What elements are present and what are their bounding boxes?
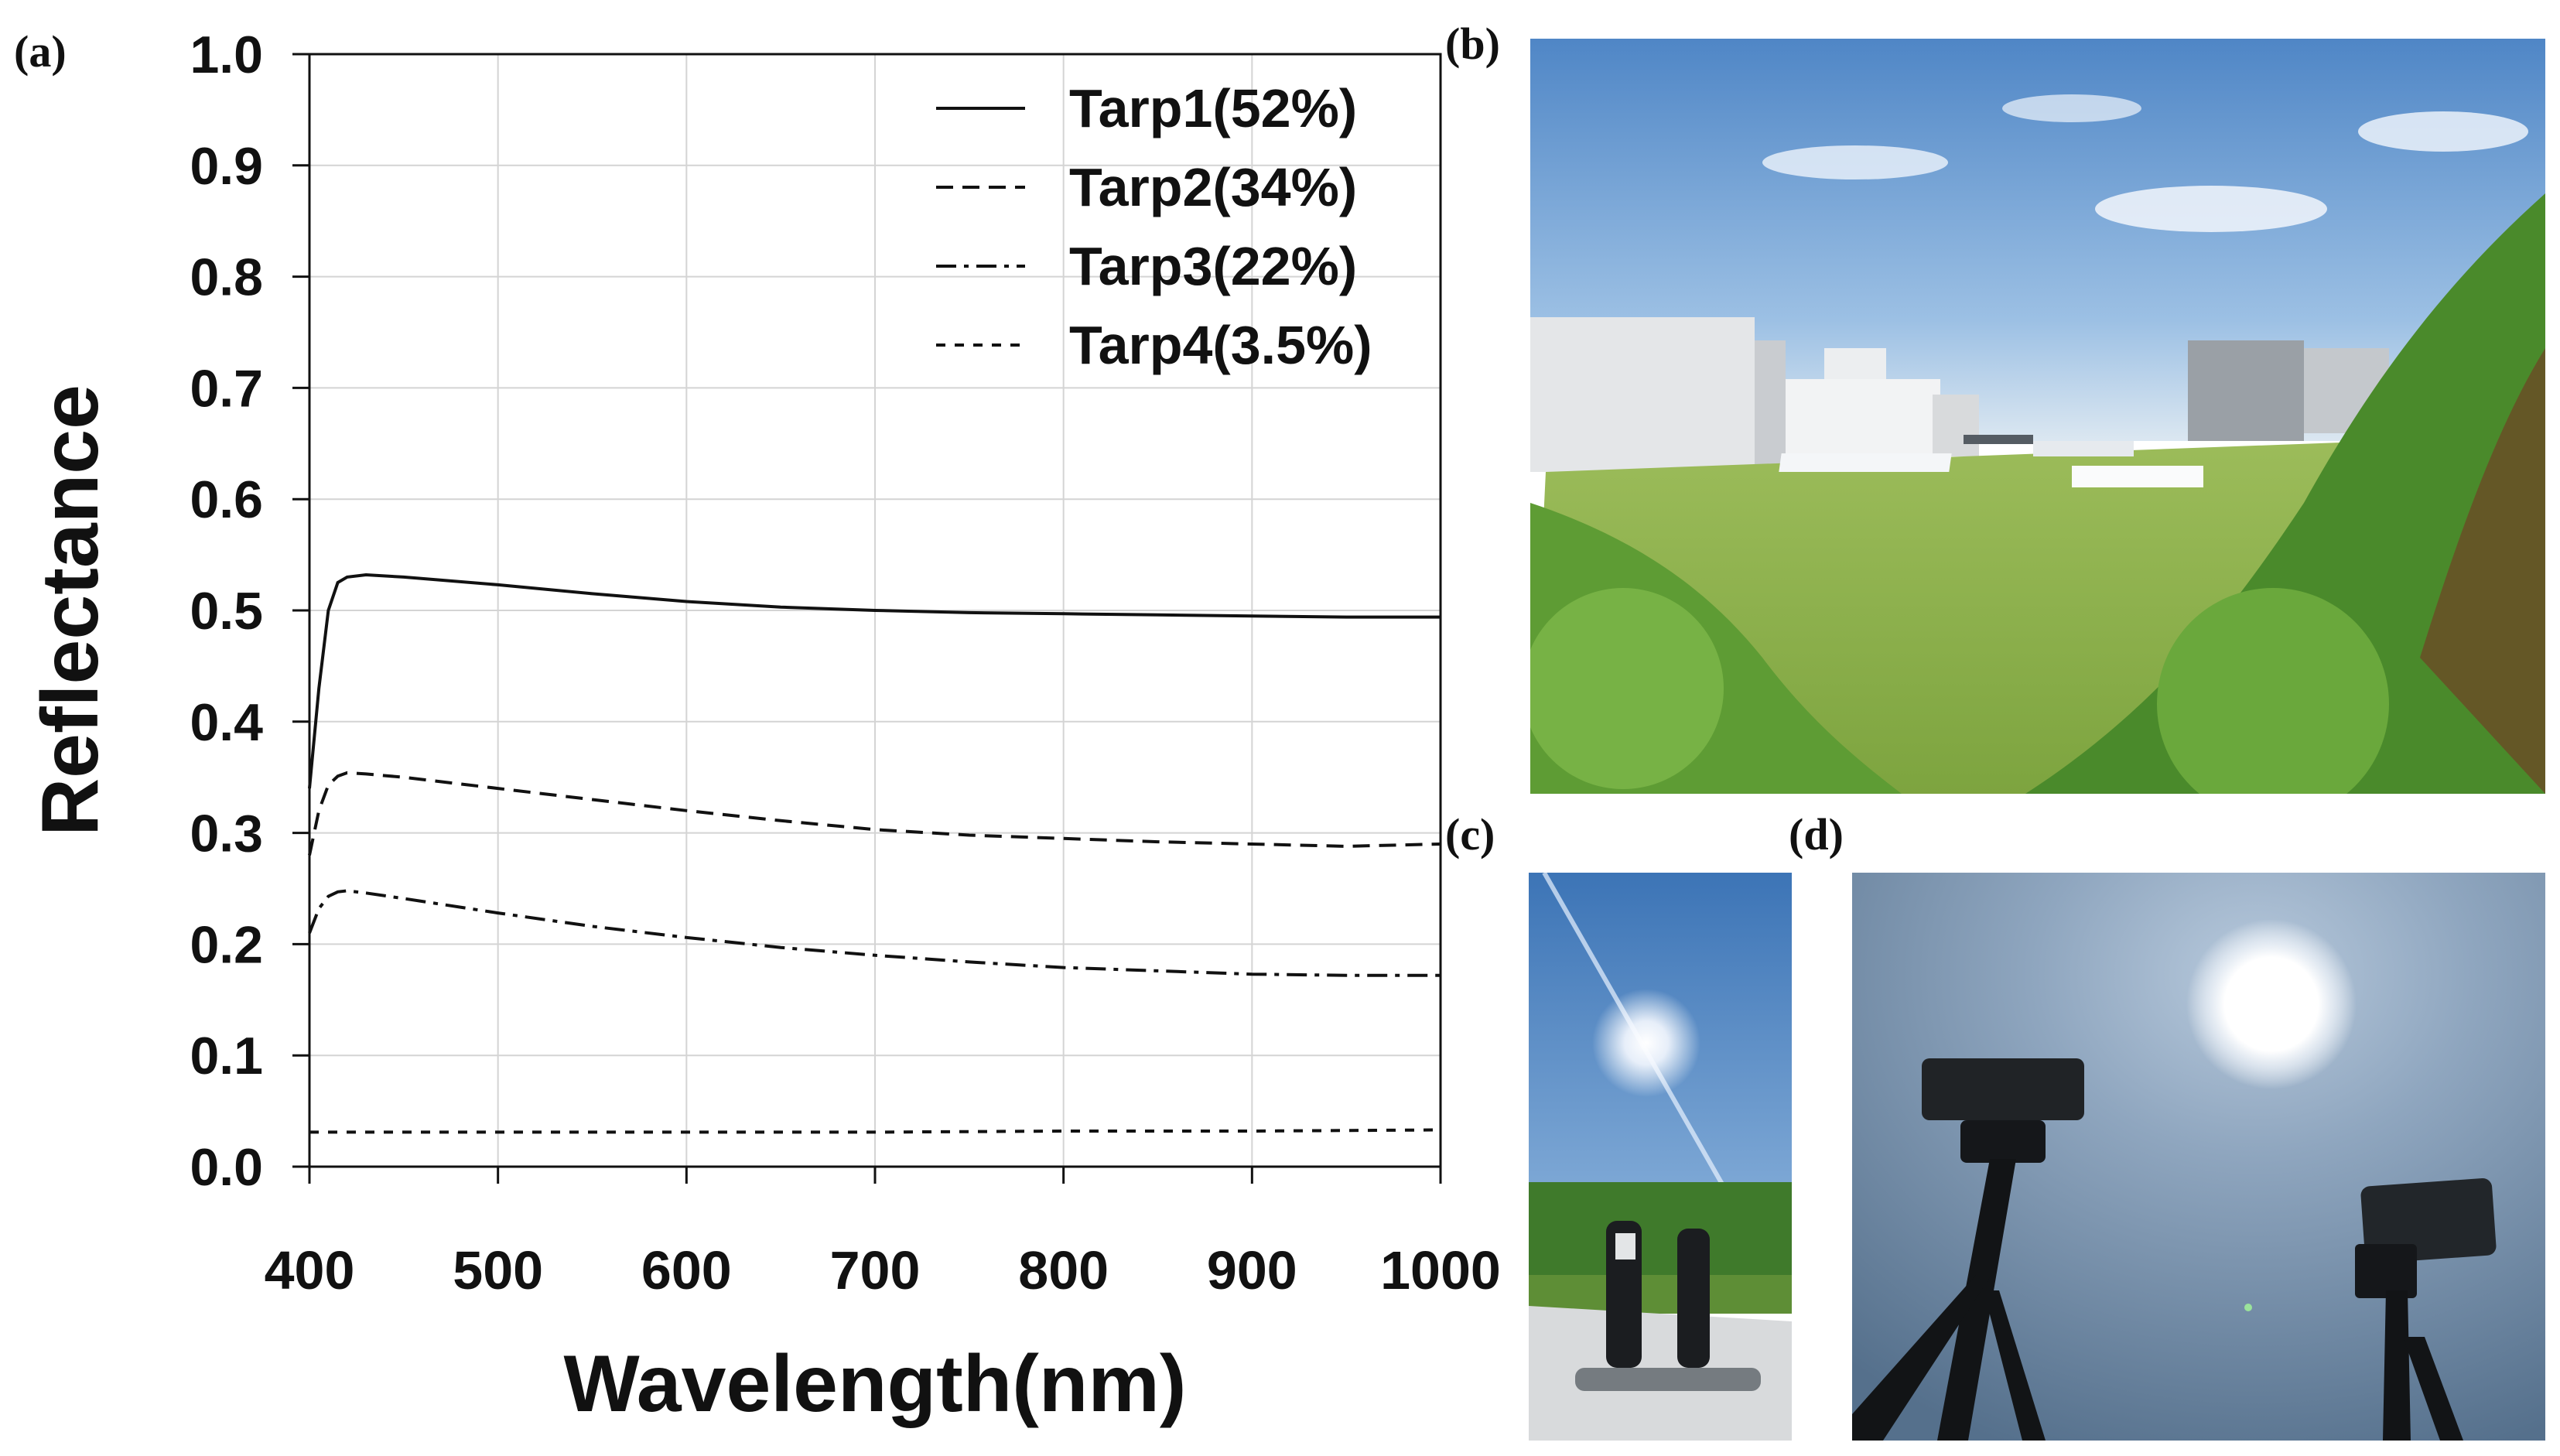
sun xyxy=(2186,919,2357,1089)
legend: Tarp1(52%) Tarp2(34%) Tarp3(22%) Tarp4(3.5%… xyxy=(936,78,1372,375)
backpack-sensor xyxy=(1615,1233,1635,1259)
photo-field-with-tarps xyxy=(1530,39,2545,794)
building xyxy=(1755,340,1786,472)
panel-label-d: (d) xyxy=(1789,809,1844,860)
x-tick-label: 800 xyxy=(1018,1240,1109,1300)
series-line-3 xyxy=(308,889,1441,977)
photo-people-on-tarp xyxy=(1529,873,1792,1441)
legend-label-4: Tarp4(3.5%) xyxy=(1069,315,1372,375)
series-line-4 xyxy=(309,1128,1441,1134)
y-tick-label: 1.0 xyxy=(190,26,263,84)
tripod xyxy=(2383,1290,2411,1441)
panel-label-a: (a) xyxy=(14,26,67,77)
x-tick-label: 400 xyxy=(265,1240,355,1300)
person-silhouette xyxy=(1677,1229,1710,1368)
y-tick-label: 0.2 xyxy=(190,915,263,974)
y-tick-label: 0.0 xyxy=(190,1138,263,1197)
building xyxy=(1530,317,1755,472)
y-axis-label: Reflectance xyxy=(26,385,115,836)
tree xyxy=(1530,588,1724,789)
reflectance-chart: 0.0 0.1 0.2 0.3 0.4 0.5 0.6 0.7 0.8 0.9 1.0 400 500 6… xyxy=(26,26,1501,1429)
sensor-mount xyxy=(1960,1120,2046,1163)
sensor-mount xyxy=(2355,1244,2417,1298)
series-line-1 xyxy=(308,572,1441,789)
tarp xyxy=(1964,435,2033,444)
y-tick-label: 0.5 xyxy=(190,582,263,641)
tarp xyxy=(2072,466,2203,487)
series-layer xyxy=(308,572,1441,1134)
tripod xyxy=(2403,1337,2463,1441)
y-tick-label: 0.9 xyxy=(190,137,263,196)
foliage-right-shade xyxy=(2420,348,2545,794)
cloud xyxy=(2358,111,2528,152)
building xyxy=(1933,395,1979,456)
panel-label-c: (c) xyxy=(1445,809,1495,860)
legend-label-2: Tarp2(34%) xyxy=(1069,157,1357,217)
tripod xyxy=(1852,1275,1991,1441)
building xyxy=(2188,340,2304,441)
x-tick-label: 700 xyxy=(830,1240,921,1300)
sun xyxy=(1592,989,1700,1097)
y-tick-label: 0.1 xyxy=(190,1027,263,1085)
panel-label-b: (b) xyxy=(1445,19,1500,69)
foliage-right xyxy=(2025,193,2545,794)
x-tick-label: 1000 xyxy=(1380,1240,1501,1300)
grid-layer xyxy=(309,53,1441,1167)
tarp xyxy=(1779,453,1952,472)
tree-line xyxy=(1529,1182,1792,1283)
person-shadow xyxy=(1575,1368,1761,1391)
building xyxy=(1786,379,1940,464)
x-tick-label: 600 xyxy=(641,1240,732,1300)
spectrometer-sensor xyxy=(2360,1178,2497,1263)
x-axis-label: Wavelength(nm) xyxy=(563,1339,1186,1429)
legend-label-1: Tarp1(52%) xyxy=(1069,78,1357,138)
photo-sensors-on-tripods xyxy=(1852,873,2545,1441)
y-tick-label: 0.6 xyxy=(190,470,263,529)
y-tick-label: 0.8 xyxy=(190,248,263,307)
x-tick-label: 900 xyxy=(1207,1240,1297,1300)
cloud xyxy=(2095,186,2327,232)
tarp xyxy=(2033,441,2134,456)
spectrometer-sensor xyxy=(1922,1058,2084,1120)
y-tick-label: 0.3 xyxy=(190,805,263,863)
cloud xyxy=(1762,145,1948,179)
cloud xyxy=(2002,94,2141,122)
tick-layer: 0.0 0.1 0.2 0.3 0.4 0.5 0.6 0.7 0.8 0.9 1.0 400 500 6… xyxy=(190,26,1500,1300)
lawn xyxy=(1529,1275,1792,1314)
series-line-2 xyxy=(308,771,1441,856)
tree xyxy=(2157,588,2389,794)
lens-flare xyxy=(2244,1304,2252,1311)
y-tick-label: 0.7 xyxy=(190,359,263,418)
y-tick-label: 0.4 xyxy=(190,693,263,752)
legend-label-3: Tarp3(22%) xyxy=(1069,236,1357,296)
x-tick-label: 500 xyxy=(453,1240,543,1300)
tripod xyxy=(1984,1290,2046,1441)
tripod xyxy=(1937,1159,2016,1441)
